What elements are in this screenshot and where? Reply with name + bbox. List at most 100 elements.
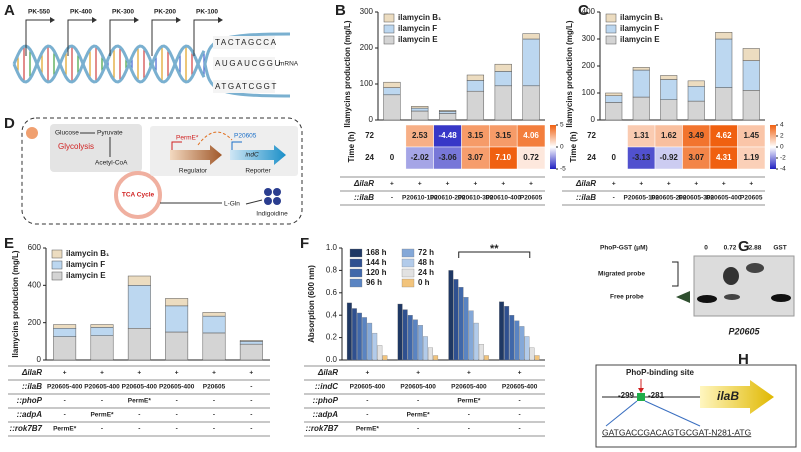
table-cell: + [749,181,753,188]
promoter-arrow [109,19,134,56]
table-cell: - [391,195,393,202]
bar-segment [466,80,485,92]
bar [382,355,388,361]
table-cell: + [365,370,369,377]
table-cell: P20610-400 [486,195,522,202]
y-tick-label: 300 [582,34,596,43]
arrowhead [134,17,139,23]
y-tick-label: 0 [369,115,374,124]
table-cell: PermE* [356,426,380,433]
bar [351,308,357,361]
bar-segment [383,81,401,88]
heatmap-value: 2.53 [412,131,428,140]
legend-swatch [401,278,415,288]
lane-label: GST [773,245,786,252]
promoter-label: PK-100 [196,9,218,16]
bar-segment [605,92,623,96]
legend-label: ilamycin B₁ [620,13,664,22]
y-tick-label: 0.2 [326,333,338,342]
y-axis-label: Ilamycins production (mg/L) [565,20,574,127]
table-cell: + [446,181,450,188]
metabolite: L-Gln [224,201,240,208]
table-cell: + [529,181,533,188]
legend-label: ilamycin F [620,24,659,33]
table-cell: P20605-400 [400,384,436,391]
metabolite: Acetyl-CoA [95,160,128,167]
panel-letter: F [300,235,309,252]
legend-swatch [349,248,363,258]
y-tick-label: 600 [28,243,42,252]
band [771,294,791,302]
heatmap-value: 0 [390,153,395,162]
bar-segment [383,94,401,121]
y-tick-label: 100 [360,79,374,88]
metabolite: Pyruvate [97,130,123,137]
y-tick-label: 0.8 [326,266,338,275]
bar-segment [90,327,114,336]
bar [453,279,459,361]
bar-segment [466,90,485,121]
annotation: ** [490,243,499,255]
heatmap-value: -4.48 [438,131,457,140]
colorbar-label: 2 [780,133,784,140]
heatmap-value: -2.02 [411,153,430,162]
seq-box [213,36,275,49]
table-cell: P20605-100 [624,195,660,202]
table-row-label: ::rok7B7 [306,424,339,433]
y-tick-label: 100 [582,88,596,97]
bar [372,332,378,361]
table-cell: P20605-400 [159,384,195,391]
y-tick-label: 400 [582,7,596,16]
heatmap-value: 7.10 [495,153,511,162]
table-cell: P20605-400 [47,384,83,391]
table-cell: P20605 [203,384,226,391]
bar [367,322,373,361]
bar-segment [687,80,705,87]
table-cell: - [176,426,178,433]
promoter-label: PK-550 [28,9,50,16]
legend-label: ilamycin E [620,35,660,44]
promoter-label: PK-400 [70,9,92,16]
legend-label: 144 h [366,258,387,267]
table-cell: PermE* [128,398,152,405]
panel-letter: B [335,2,346,19]
table-cell: + [501,181,505,188]
table-cell: + [212,370,216,377]
bar [519,326,525,361]
indigoidine-dot [273,188,281,196]
table-cell: + [418,181,422,188]
lane-label: 2.88 [749,245,762,252]
arrowhead [638,388,644,393]
legend-swatch [349,258,363,268]
table-row-label: ::ilaB [354,193,374,202]
y-axis-label: Ilamycins production (mg/L) [11,250,20,357]
legend-label: 72 h [418,248,434,257]
legend-label: ilamycin E [66,271,106,280]
legend-label: ilamycin B₁ [66,249,110,258]
bar-segment [687,100,705,121]
table-cell: P20610-200 [430,195,466,202]
legend-label: 0 h [418,278,430,287]
part-label: Reporter [245,168,271,175]
table-cell: - [366,412,368,419]
bar-segment [438,113,457,121]
bracket [672,261,679,287]
lane-label: 0 [704,245,708,252]
table-cell: P20605-400 [502,384,538,391]
bar [417,325,423,361]
heatmap-y-label: Time (h) [569,131,578,162]
legend-label: ilamycin F [66,260,105,269]
y-tick-label: 400 [28,280,42,289]
bar [433,355,439,361]
colorbar-label: -5 [560,166,566,173]
legend-swatch [401,268,415,278]
probe-label: P20605 [728,326,760,336]
bar-segment [742,60,760,91]
indigoidine-label: Indigoidine [256,211,288,218]
heatmap-value: 3.07 [688,153,704,162]
legend-swatch [51,260,63,270]
table-cell: P20605-400 [84,384,120,391]
table-cell: + [639,181,643,188]
table-cell: PermE* [90,412,114,419]
gel-label: Free probe [610,294,644,301]
